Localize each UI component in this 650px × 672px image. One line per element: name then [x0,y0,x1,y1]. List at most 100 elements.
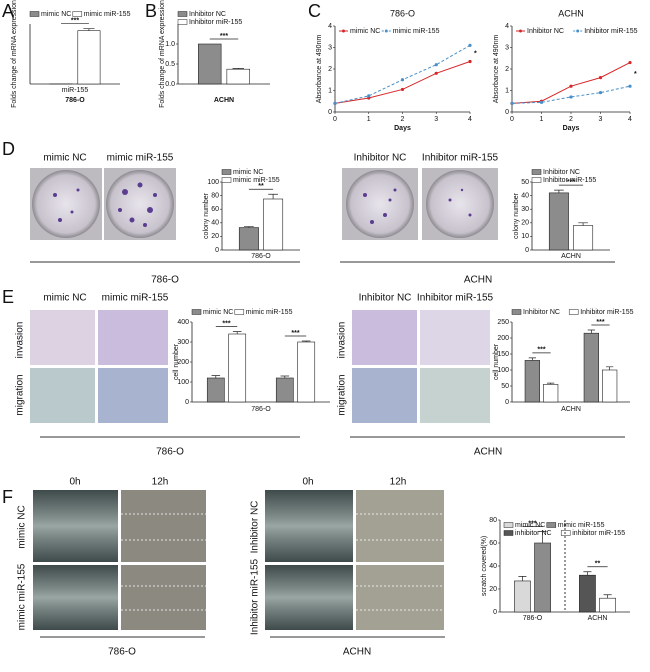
y-tick-label: 150 [497,351,509,358]
legend-label: mimic miR-155 [84,11,131,18]
column-label: Inhibitor miR-155 [417,293,494,304]
column-label: mimic NC [43,153,86,164]
x-tick-label: 0 [333,116,337,123]
y-tick-label: 4 [505,23,509,30]
row-label: migration [337,374,348,415]
error-bar [280,375,290,378]
x-tick-label: ACHN [588,615,608,622]
y-tick-label: 60 [211,206,219,213]
legend-label: Inhibitor NC [543,169,580,176]
group-label: 786-O [151,275,179,286]
column-label: 0h [69,477,80,488]
legend-label: Inhibitor miR-155 [543,177,596,184]
annotation: *** [220,33,228,40]
panel-label: E [2,287,14,307]
y-tick-label: 100 [497,367,509,374]
error-bar [268,193,278,199]
point [628,84,632,88]
row-label: mimic NC [17,505,28,548]
column-label: mimic miR-155 [107,153,174,164]
point [598,76,603,80]
point [468,59,472,64]
legend-swatch [177,19,188,25]
y-tick-label: 0 [328,109,332,116]
y-tick-label: 200 [497,335,509,342]
x-tick-label: 2 [401,116,405,123]
error-bar [211,375,221,378]
annotation: ** [258,183,264,190]
legend-swatch [191,309,202,315]
row-label: invasion [15,322,26,359]
group-label: ACHN [464,275,492,286]
error-bar [554,189,564,193]
y-tick-label: 50 [521,179,529,186]
group-label: ACHN [474,447,502,458]
legend-label: mimic miR-155 [246,309,293,316]
point [569,84,573,88]
photo [33,565,118,630]
y-tick-label: 0 [215,247,219,254]
point [468,43,472,47]
legend-swatch [546,522,557,528]
y-tick-label: 80 [489,517,497,524]
panel-e-photos: mimic NC mimic miR-155 Inhibitor NC Inhi… [15,293,625,458]
legend-label: Inhibitor NC [527,28,564,35]
row-label: migration [15,374,26,415]
error-bar [232,68,244,70]
x-tick-label: 2 [569,116,573,123]
colonies [53,182,472,227]
legend-marker [384,29,388,33]
group-label: ACHN [343,647,371,658]
y-tick-label: 3 [328,44,332,51]
photo [121,490,206,562]
error-bar [538,531,547,543]
x-axis-label: 786-O [65,97,85,104]
bar [238,227,259,251]
y-tick-label: 0 [505,109,509,116]
x-tick-label: 3 [434,116,438,123]
bar [543,384,559,403]
bar [514,580,531,613]
y-tick-label: 40 [211,220,219,227]
y-tick-label: 40 [489,563,497,570]
y-tick-label: 80 [211,192,219,199]
bar [602,369,618,403]
legend-swatch [560,530,571,536]
x-axis-label: Days [394,125,411,132]
chart-title: ACHN [558,8,584,18]
y-axis-label: cell number [493,343,500,380]
y-tick-label: 100 [207,179,219,186]
panel-d-photos: mimic NC mimic miR-155 Inhibitor NC Inhi… [30,153,615,286]
y-axis-label: Absorbance at 490nm [316,35,323,104]
y-tick-label: 250 [497,319,509,326]
legend-label: mimic NC [41,11,71,18]
error-bar [583,571,592,576]
bar [524,360,540,403]
bar [548,192,569,251]
photo [30,310,95,365]
bar [297,341,316,403]
photo [30,368,95,423]
error-bar [587,329,596,334]
column-label: 12h [390,477,407,488]
point [539,100,544,104]
legend-label: Inhibitor miR-155 [584,28,637,35]
y-tick-label: 40 [521,192,529,199]
legend-swatch [503,522,514,528]
bar [263,198,284,251]
y-axis-label: Absorbance at 490nm [493,35,500,104]
legend-label: inhibitor miR-155 [572,530,625,537]
line [334,61,471,104]
y-tick-label: 1 [328,87,332,94]
point [400,78,405,82]
legend-swatch [72,11,83,17]
y-axis-label: colony number [203,192,210,239]
legend-label: mimic NC [203,309,233,316]
photo [356,490,444,562]
panel-label: A [2,1,14,21]
error-bar [528,357,537,361]
legend-label: mimic miR-155 [558,522,605,529]
annotation: *** [537,347,545,354]
y-tick-label: 3 [505,44,509,51]
